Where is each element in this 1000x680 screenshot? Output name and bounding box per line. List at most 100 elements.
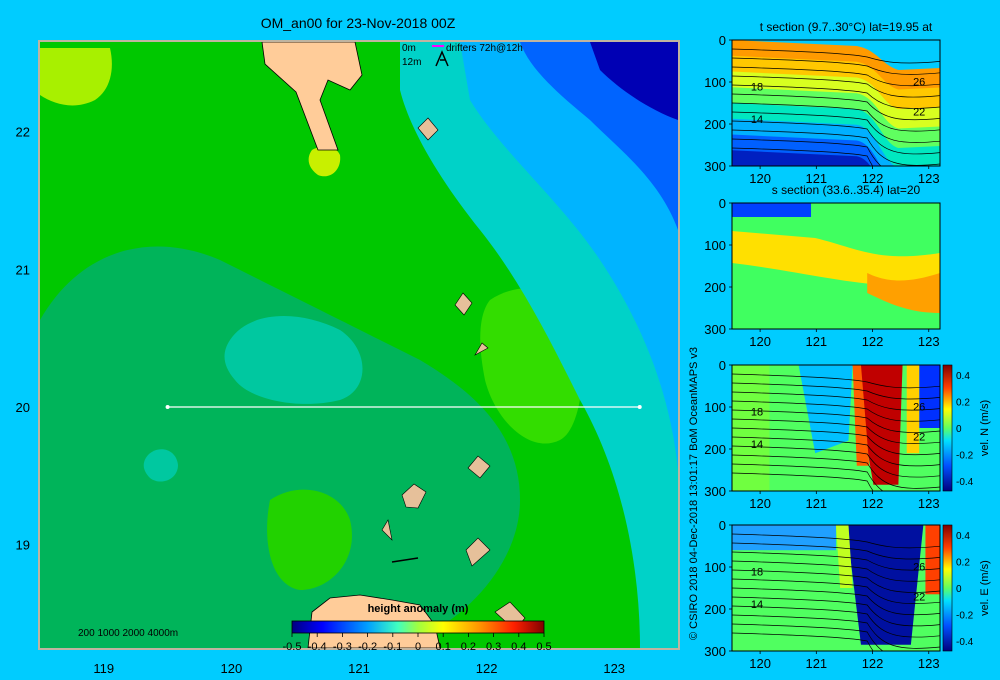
velocity-colorbar-label: vel. N (m/s) (979, 400, 991, 456)
section-y-tick-label: 0 (719, 33, 726, 48)
isotherm-contour (732, 102, 940, 132)
map-y-tick-label: 21 (16, 262, 30, 277)
land-taiwan (261, 42, 363, 151)
section-panels: 18 14 26 22 t section (9.7..30°C) lat=19.95 … (704, 20, 991, 671)
colorbar-label: height anomaly (m) (368, 603, 469, 615)
section-y-tick-label: 300 (704, 159, 726, 174)
colorbar-tick-label: -0.5 (283, 641, 302, 653)
map-y-ticks: 19 20 21 22 (16, 125, 30, 553)
isotherm-contour (732, 463, 884, 491)
colorbar-ticks: -0.5 -0.4 -0.3 -0.2 -0.1 0 0.1 0.2 0.3 0.4 0.5 (283, 633, 552, 653)
section-field (732, 203, 940, 329)
isotherm-contour (732, 454, 940, 489)
section-x-tick-label: 123 (918, 334, 940, 349)
isotherm-contour (732, 542, 940, 560)
velocity-east-south (919, 365, 940, 428)
colorbar-tick-label: 0.1 (436, 641, 451, 653)
colorbar-tick-label: -0.4 (308, 641, 327, 653)
isotherm-contour (732, 472, 874, 491)
velocity-colorbar-tick: 0.2 (956, 398, 970, 409)
colorbar-tick-label: 0.5 (536, 641, 551, 653)
isotherm-contour (732, 560, 940, 582)
section-x-tick-label: 120 (749, 334, 771, 349)
isotherm-contour (732, 138, 882, 166)
section-panel-4: 18 14 26 22 120 121 122 123 0 100 200 300 0.4 0.2 0 -0.… (704, 518, 991, 671)
section-x-tick-label: 121 (805, 656, 827, 671)
isotherm-contour (732, 400, 940, 422)
velocity-colorbar-tick: -0.2 (956, 451, 974, 462)
isotherm-contour (732, 587, 940, 616)
bathymetry-scale-label: 200 1000 2000 4000m (78, 628, 178, 639)
isotherm-contour (732, 373, 940, 389)
isotherm-contour (732, 391, 940, 411)
isotherm-contour (732, 551, 940, 571)
section-x-tick-label: 120 (749, 496, 771, 511)
isotherm-contour (732, 578, 940, 604)
contour-label: 14 (751, 599, 763, 611)
drifter-legend-0m: 0m (402, 43, 416, 54)
section-y-tick-label: 100 (704, 400, 726, 415)
velocity-east-edge (836, 525, 853, 588)
velocity-colorbar-tick: -0.4 (956, 477, 974, 488)
isotherm-contour (732, 445, 940, 478)
land-islet-1 (417, 117, 439, 141)
section-x-tick-label: 122 (862, 334, 884, 349)
isotherm-contour (732, 66, 940, 87)
section-y-tick-label: 0 (719, 196, 726, 211)
velocity-colorbar (942, 524, 953, 652)
section-panel-frame (731, 364, 941, 492)
isotherm-contour (732, 614, 940, 649)
isotherm-contour (732, 623, 884, 651)
velocity-colorbar-tick: 0.4 (956, 531, 970, 542)
velocity-north-flow (852, 365, 903, 485)
isotherm-contour (732, 129, 940, 166)
velocity-west-flow (846, 525, 924, 645)
colorbar-tick-label: -0.2 (358, 641, 377, 653)
section-y-tick-label: 200 (704, 280, 726, 295)
section-panel-2: s section (33.6..35.4) lat=20 120 121 122 12… (704, 183, 941, 349)
velocity-colorbar-tick: -0.2 (956, 611, 974, 622)
section-x-tick-label: 121 (805, 496, 827, 511)
colorbar (291, 620, 545, 634)
contour-label: 22 (913, 107, 925, 119)
section-x-tick-label: 122 (862, 656, 884, 671)
velocity-north-edge (852, 365, 870, 466)
velocity-east-flow (925, 525, 940, 595)
isotherm-contour (732, 409, 940, 433)
drifter-12m-symbol (435, 50, 449, 67)
map-title: OM_an00 for 23-Nov-2018 00Z (261, 15, 456, 31)
section-y-tick-label: 0 (719, 518, 726, 533)
section-line-end (637, 404, 642, 409)
land-islet-7 (465, 537, 491, 567)
velocity-colorbar-tick: 0.2 (956, 558, 970, 569)
section-x-tick-label: 120 (749, 171, 771, 186)
colorbar-tick-label: 0.2 (461, 641, 476, 653)
section-y-tick-label: 200 (704, 602, 726, 617)
isotherm-contour (732, 569, 940, 593)
section-panel-1: 18 14 26 22 t section (9.7..30°C) lat=19.95 … (704, 20, 941, 186)
map-x-tick-label: 121 (348, 661, 370, 676)
field-region-ne-core (590, 42, 678, 120)
isotherm-contour (732, 382, 940, 400)
temperature-band (732, 150, 940, 166)
section-panel-title: s section (33.6..35.4) lat=20 (772, 183, 921, 197)
land-islet-8 (391, 557, 419, 563)
section-x-tick-label: 122 (862, 171, 884, 186)
salinity-high-core (867, 273, 940, 313)
section-y-tick-label: 200 (704, 442, 726, 457)
section-line-start (165, 404, 170, 409)
salinity-surface-fresh (732, 203, 812, 217)
section-y-tick-label: 300 (704, 484, 726, 499)
section-y-tick-label: 200 (704, 117, 726, 132)
land-islet-5 (401, 483, 427, 509)
drifter-legend-label: drifters 72h@12h (446, 43, 523, 54)
section-y-tick-label: 100 (704, 560, 726, 575)
credit-text: © CSIRO 2018 04-Dec-2018 13:01:17 BoM Oc… (688, 347, 700, 640)
colorbar-tick-label: 0.4 (511, 641, 526, 653)
map-y-tick-label: 20 (16, 400, 30, 415)
field-region-eddy-small (143, 449, 178, 482)
isotherm-contour (732, 436, 940, 467)
isotherm-contour (732, 75, 940, 98)
isotherm-contour (732, 48, 940, 64)
